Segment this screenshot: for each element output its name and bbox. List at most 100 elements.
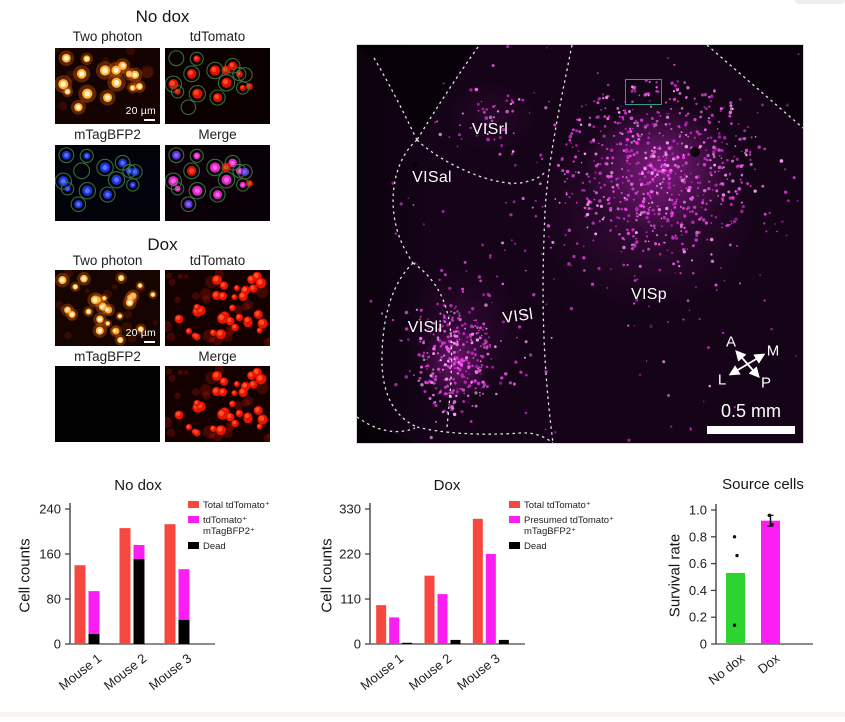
- fluorescent-cell: [685, 133, 688, 136]
- fluorescent-cell: [707, 95, 711, 99]
- fluorescent-cell: [706, 153, 710, 158]
- fluorescent-cell: [617, 187, 620, 190]
- fluorescent-cell: [583, 206, 587, 210]
- fluorescent-cell: [481, 354, 485, 359]
- fluorescent-cell: [644, 240, 647, 243]
- cell-core: [73, 285, 77, 289]
- fluorescent-cell: [655, 191, 659, 195]
- fluorescent-cell: [708, 105, 711, 108]
- cell-core: [76, 202, 81, 207]
- fluorescent-cell: [419, 336, 423, 341]
- fluorescent-cell: [604, 107, 607, 110]
- fluorescent-cell: [446, 365, 450, 368]
- fluorescent-cell: [577, 118, 582, 122]
- fluorescent-cell: [677, 124, 681, 128]
- fluorescent-cell: [642, 249, 645, 253]
- fluorescent-cell: [685, 187, 688, 190]
- background-noise: [55, 300, 63, 309]
- fluorescent-cell: [505, 99, 508, 102]
- fluorescent-cell: [548, 100, 550, 103]
- fluorescent-cell: [660, 217, 663, 220]
- fluorescent-cell: [485, 346, 489, 350]
- fluorescent-cell: [462, 375, 466, 379]
- fluorescent-cell: [404, 310, 409, 315]
- fluorescent-cell: [617, 177, 620, 179]
- fluorescent-cell: [691, 259, 694, 262]
- fluorescent-cell: [569, 306, 574, 311]
- fluorescent-cell: [647, 94, 650, 97]
- fluorescent-cell: [683, 214, 687, 218]
- fluorescent-cell: [587, 199, 590, 202]
- fluorescent-cell: [673, 163, 677, 167]
- fluorescent-cell: [726, 223, 730, 227]
- fluorescent-cell: [721, 199, 724, 202]
- fluorescent-cell: [647, 207, 650, 210]
- background-noise: [202, 295, 211, 304]
- fluorescent-cell: [513, 163, 517, 167]
- fluorescent-cell: [658, 252, 662, 256]
- fluorescent-cell: [456, 387, 459, 390]
- cell-core: [221, 282, 226, 287]
- background-noise: [200, 288, 212, 300]
- cell-core: [218, 314, 225, 320]
- cell-outline-circle: [73, 162, 91, 180]
- fluorescent-cell: [421, 354, 425, 358]
- fluorescent-cell: [631, 100, 634, 104]
- fluorescent-cell: [672, 90, 676, 93]
- fluorescent-cell: [616, 143, 619, 145]
- fluorescent-cell: [440, 268, 444, 273]
- fluorescent-cell: [708, 384, 712, 388]
- fluorescent-cell: [634, 231, 638, 235]
- fluorescent-cell: [629, 182, 634, 186]
- cell-core: [244, 413, 250, 418]
- fluorescent-cell: [666, 57, 670, 60]
- cell-outline-circle: [189, 51, 204, 66]
- fluorescent-cell: [776, 230, 778, 233]
- fluorescent-cell: [651, 177, 655, 181]
- dox-tdtomato-image: [165, 270, 270, 346]
- background-noise: [165, 416, 173, 428]
- fluorescent-cell: [570, 264, 572, 267]
- fluorescent-cell: [472, 357, 475, 359]
- fluorescent-cell: [489, 345, 492, 349]
- fluorescent-cell: [494, 345, 497, 348]
- bar-tdtomato-mtagbfp2: [88, 591, 100, 634]
- fluorescent-cell: [621, 132, 624, 136]
- fluorescent-cell: [453, 311, 456, 315]
- scatter-point: [735, 553, 739, 558]
- map-scale-bar: [707, 426, 795, 434]
- fluorescent-cell: [544, 428, 547, 431]
- fluorescent-cell: [609, 148, 614, 152]
- fluorescent-cell: [631, 135, 635, 138]
- fluorescent-cell: [564, 202, 567, 204]
- y-tick-label: 330: [339, 502, 361, 517]
- fluorescent-cell: [457, 351, 459, 353]
- background-noise: [140, 64, 154, 79]
- fluorescent-cell: [672, 157, 676, 161]
- fluorescent-cell: [689, 197, 692, 200]
- fluorescent-cell: [763, 212, 767, 216]
- background-noise: [263, 433, 270, 442]
- fluorescent-cell: [609, 219, 613, 222]
- fluorescent-cell: [455, 356, 459, 360]
- fluorescent-cell: [594, 232, 598, 236]
- fluorescent-cell: [638, 172, 642, 176]
- cell-outline-circle: [168, 147, 185, 164]
- fluorescent-cell: [715, 189, 719, 193]
- fluorescent-cell: [585, 197, 589, 201]
- fluorescent-cell: [615, 216, 619, 219]
- fluorescent-cell: [686, 86, 690, 90]
- cell-outline-circle: [183, 65, 201, 83]
- fluorescent-cell: [474, 324, 477, 327]
- fluorescent-cell: [735, 157, 739, 161]
- fluorescent-cell: [627, 324, 630, 327]
- region-label-visal: VISal: [412, 169, 452, 186]
- cell-core: [230, 305, 234, 309]
- fluorescent-cell: [443, 273, 447, 277]
- cell-outline-circle: [232, 163, 247, 179]
- fluorescent-cell: [709, 158, 712, 162]
- fluorescent-cell: [652, 154, 656, 158]
- fluorescent-cell: [570, 132, 574, 136]
- fluorescent-cell: [783, 168, 787, 171]
- fluorescent-cell: [566, 177, 569, 180]
